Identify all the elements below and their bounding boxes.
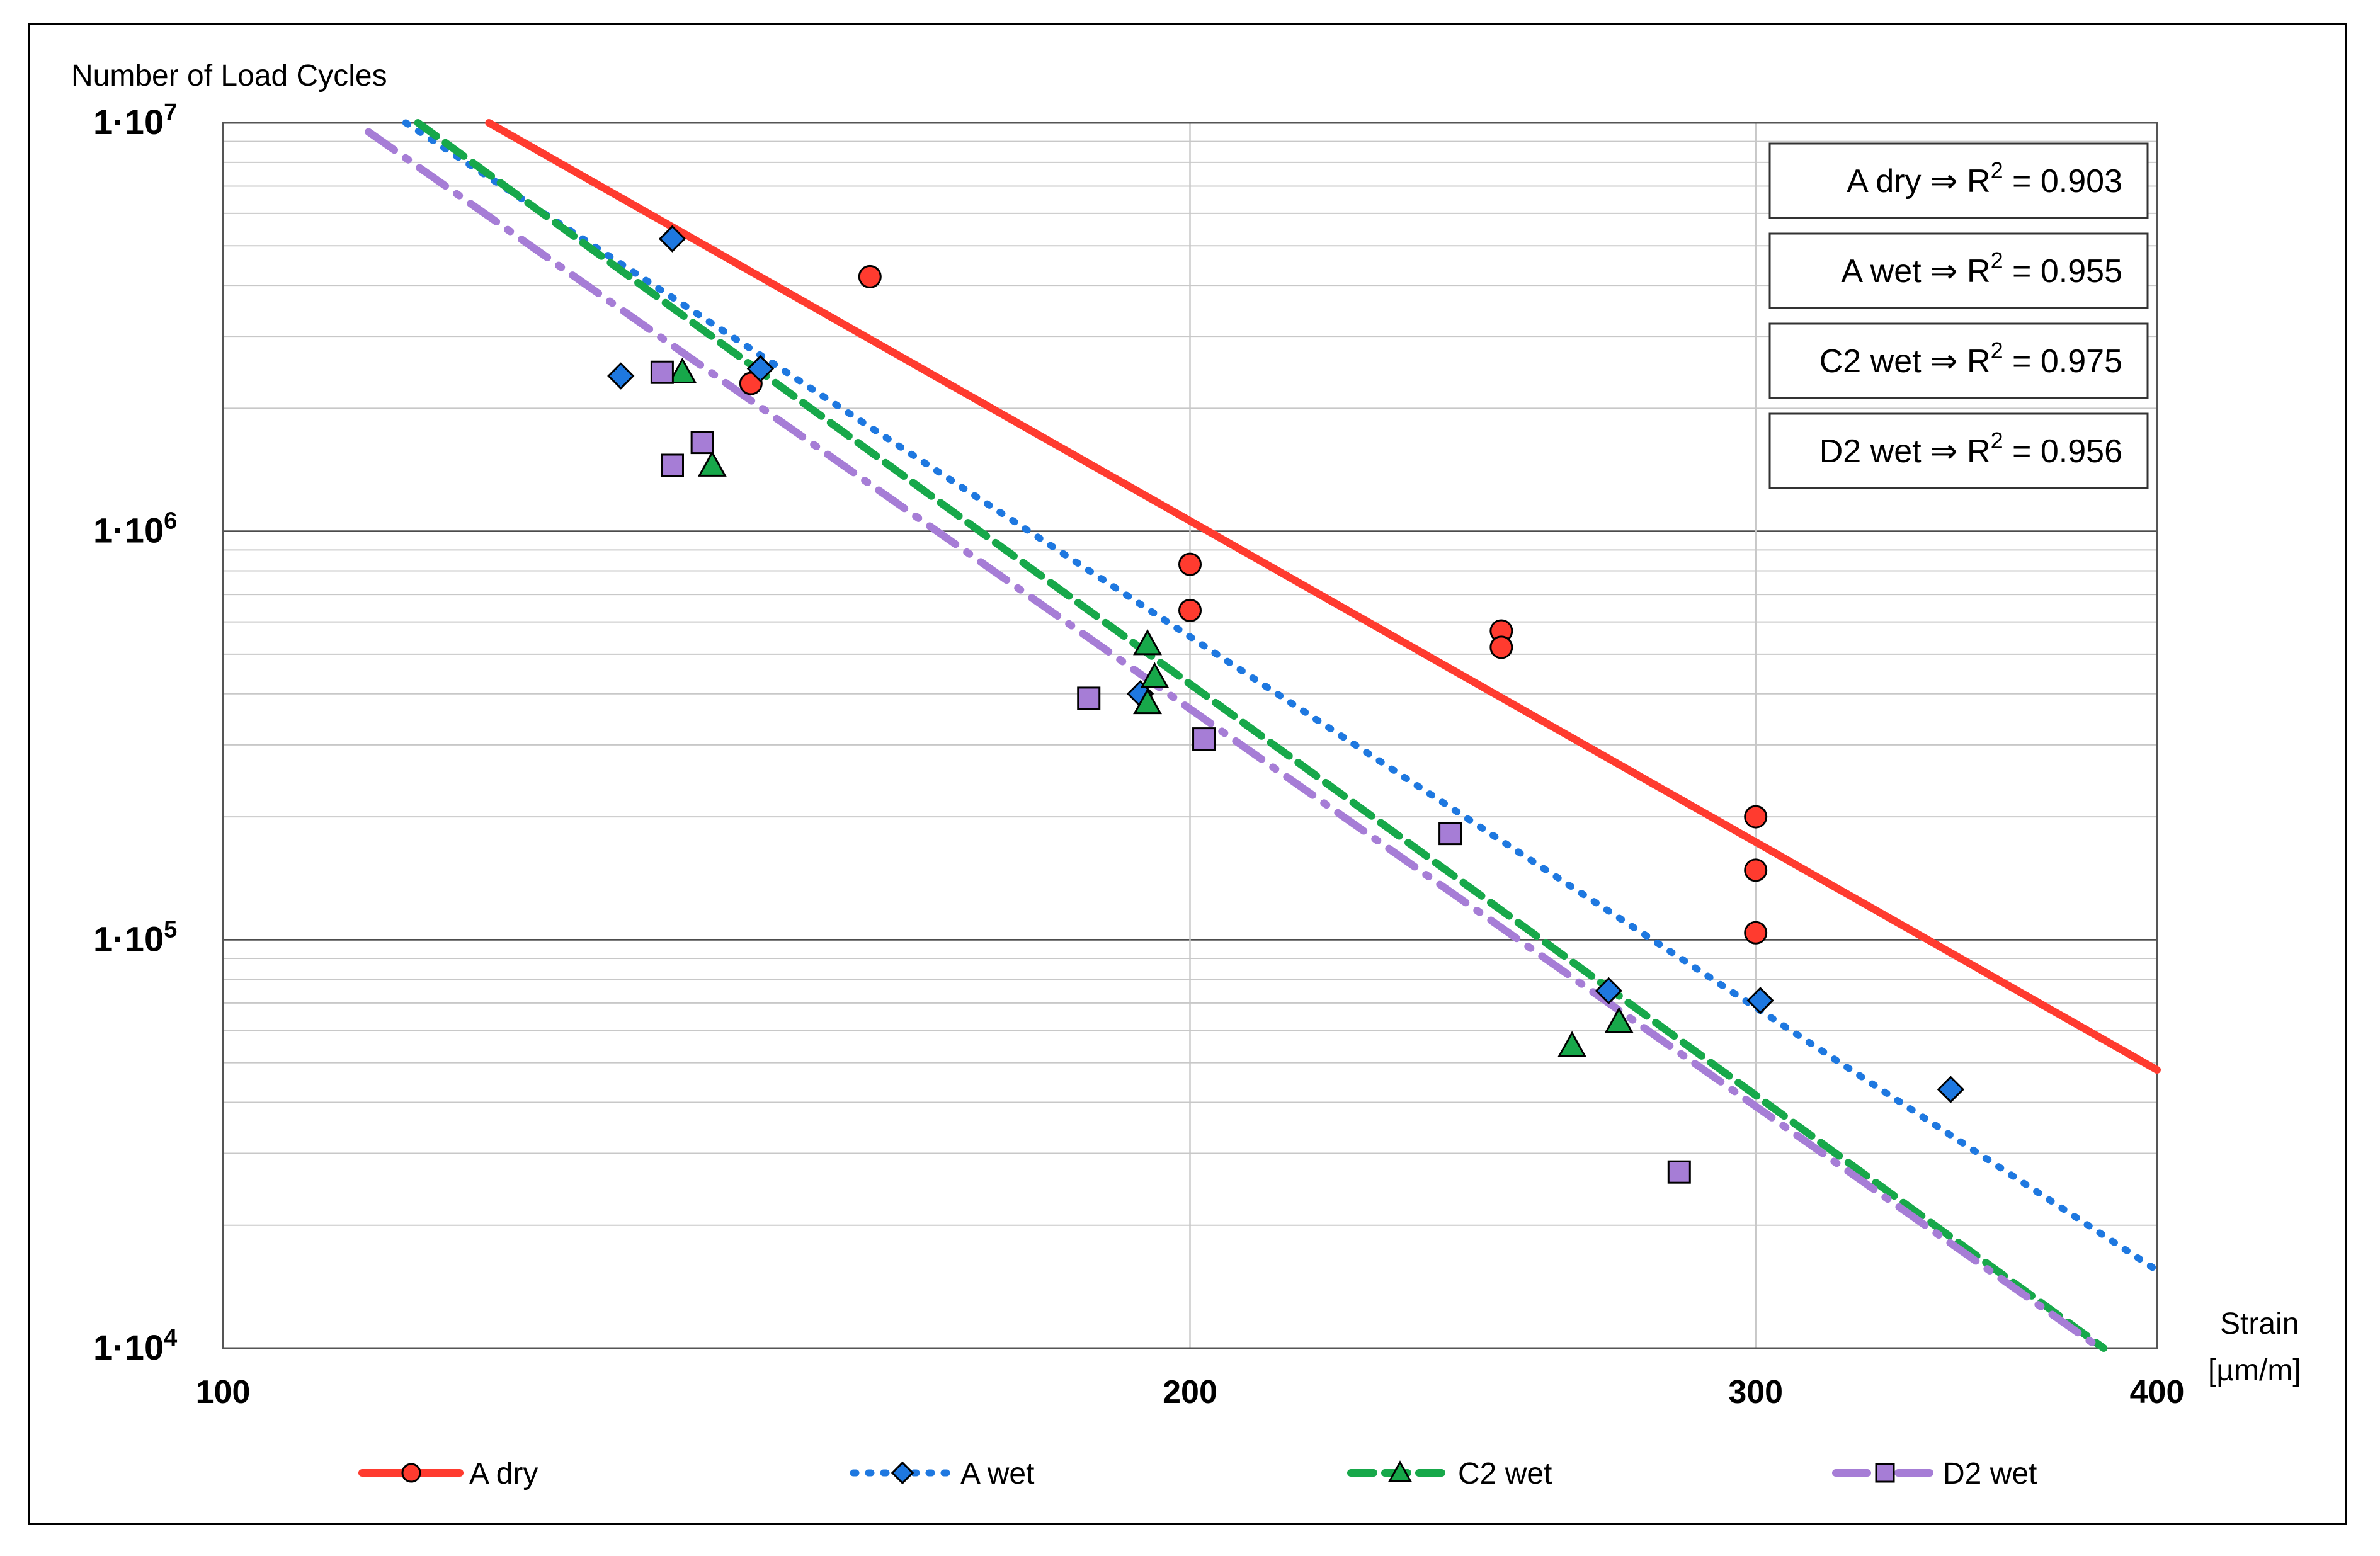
- r2-annotations: A dry ⇒ R2 = 0.903 A wet ⇒ R2 = 0.955 C2 w…: [1768, 142, 2149, 489]
- data-point: [1077, 686, 1101, 710]
- legend-marker: [891, 1461, 914, 1485]
- data-point: [746, 355, 775, 383]
- data-point: [1604, 1007, 1634, 1033]
- y-tick-label: 1·106: [93, 508, 177, 550]
- data-point: [1557, 1031, 1587, 1057]
- r2-label: C2 wet ⇒ R2 = 0.975: [1819, 338, 2122, 380]
- y-axis-title: Number of Load Cycles: [71, 59, 387, 93]
- data-point: [1744, 858, 1768, 882]
- x-axis-title: Strain: [2220, 1307, 2299, 1341]
- legend: A dry A wet C2 wet D2 wet: [358, 1457, 2037, 1491]
- legend-label: A dry: [469, 1457, 538, 1491]
- data-point: [1746, 987, 1774, 1014]
- x-tick-label: 100: [196, 1374, 251, 1411]
- y-tick-label: 1·104: [93, 1325, 177, 1367]
- data-point: [858, 264, 882, 288]
- r2-box: [1768, 322, 2149, 399]
- chart-frame: [28, 23, 2347, 1525]
- data-point: [660, 453, 684, 477]
- data-point: [1133, 688, 1162, 715]
- data-point: [668, 357, 697, 384]
- data-point: [607, 362, 635, 390]
- x-tick-label: 400: [2130, 1374, 2185, 1411]
- y-tick-label: 1·107: [93, 99, 177, 142]
- data-point: [1489, 635, 1513, 659]
- legend-marker: [1875, 1463, 1895, 1483]
- x-tick-label: 300: [1728, 1374, 1783, 1411]
- data-point: [1438, 822, 1462, 846]
- data-point: [690, 431, 714, 455]
- r2-box: [1768, 142, 2149, 219]
- y-tick-labels: 1·104 1·105 1·106 1·107: [93, 99, 177, 1367]
- data-point: [1192, 727, 1216, 751]
- legend-label: A wet: [960, 1457, 1034, 1491]
- x-axis-unit: [µm/m]: [2208, 1354, 2301, 1387]
- data-point: [1667, 1160, 1691, 1184]
- data-point: [1140, 662, 1170, 688]
- trend-line: [414, 119, 2108, 1352]
- r2-label: A dry ⇒ R2 = 0.903: [1847, 157, 2122, 200]
- data-points: [607, 225, 1964, 1184]
- legend-label: D2 wet: [1943, 1457, 2037, 1491]
- data-point: [1133, 629, 1162, 656]
- trend-line: [365, 128, 2104, 1352]
- trend-lines: [365, 119, 2161, 1352]
- data-point: [697, 450, 727, 477]
- x-tick-label: 200: [1163, 1374, 1217, 1411]
- legend-label: C2 wet: [1458, 1457, 1552, 1491]
- y-tick-label: 1·105: [93, 916, 177, 958]
- data-point: [1937, 1076, 1964, 1103]
- data-point: [1595, 977, 1622, 1005]
- plot-area: [222, 122, 2158, 1349]
- data-point: [1744, 921, 1768, 945]
- data-point: [1178, 598, 1202, 622]
- legend-marker: [1387, 1460, 1413, 1482]
- r2-box: [1768, 232, 2149, 309]
- data-point: [650, 360, 674, 384]
- r2-box: [1768, 412, 2149, 489]
- data-point: [1178, 552, 1202, 576]
- r2-label: A wet ⇒ R2 = 0.955: [1841, 247, 2122, 290]
- trend-line: [485, 119, 2161, 1074]
- r2-label: D2 wet ⇒ R2 = 0.956: [1819, 428, 2122, 470]
- data-point: [1744, 805, 1768, 829]
- legend-marker: [401, 1463, 421, 1483]
- trend-line: [402, 119, 2161, 1275]
- data-point: [658, 225, 686, 253]
- x-tick-labels: 100 200 300 400: [196, 1374, 2185, 1411]
